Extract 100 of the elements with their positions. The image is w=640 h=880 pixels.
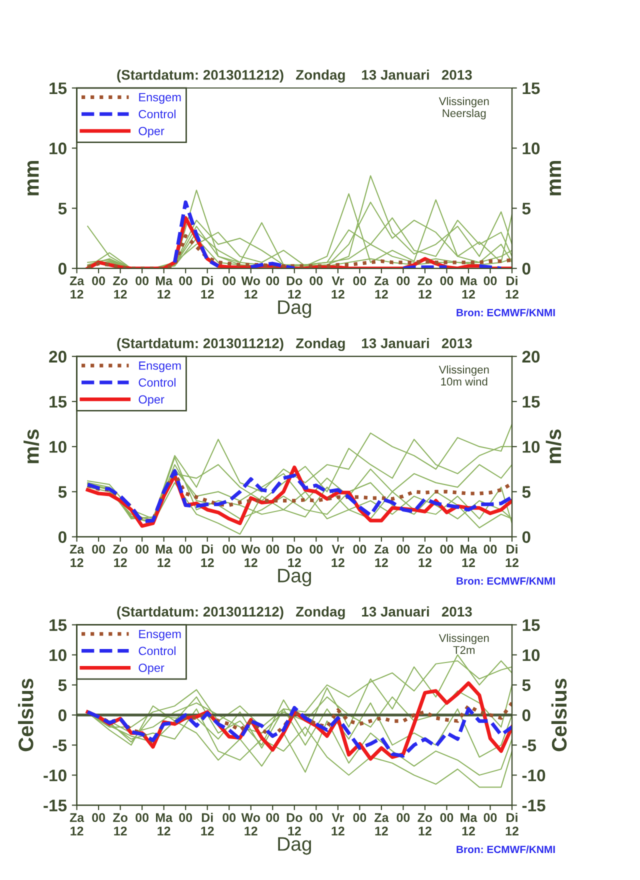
x-tick-label: 00	[484, 544, 497, 554]
x-tick-label: 00	[266, 276, 280, 286]
y2-axis-title: mm	[550, 160, 561, 196]
y-tick-label: 10	[50, 649, 66, 662]
x-tick-label: Ma 12	[156, 544, 173, 567]
x-tick-label: Za 12	[374, 813, 389, 836]
y2-tick-label: 5	[522, 202, 531, 214]
y-tick-label: -10	[44, 770, 66, 782]
y-tick-label: -5	[52, 740, 67, 752]
x-tick-label: 00	[396, 813, 410, 822]
y2-tick-label: 10	[522, 142, 540, 154]
legend-label: Ensgem	[139, 630, 181, 641]
annotation: Vlissingen T2m	[438, 634, 489, 654]
x-tick-label: 00	[179, 544, 192, 554]
x-tick-label: Za 12	[374, 544, 389, 567]
x-tick-label: Do 12	[286, 276, 302, 299]
x-tick-label: Zo 12	[418, 544, 432, 567]
y2-tick-label: 15	[522, 619, 540, 632]
x-tick-label: 00	[440, 544, 454, 554]
legend-label: Oper	[138, 126, 164, 138]
x-tick-label: Di 12	[506, 276, 518, 299]
x-tick-label: 00	[484, 276, 497, 286]
x-tick-label: Di 12	[506, 812, 518, 836]
y2-tick-label: 15	[522, 82, 540, 94]
x-tick-label: Zo 12	[418, 276, 432, 299]
text: Bron: ECMWF/KNMI	[456, 308, 555, 316]
chart-title: (Startdatum: 2013011212) Zondag 13 Januari 2013	[117, 70, 472, 83]
x-tick-label: 00	[92, 276, 105, 286]
legend-label: Control	[138, 646, 176, 656]
y2-tick-label: -5	[522, 740, 536, 752]
x-tick-label: 00	[353, 813, 366, 822]
x-tick-label: 00	[92, 813, 105, 822]
x-tick-label: Vr 12	[332, 813, 344, 836]
x-tick-label: 00	[310, 276, 323, 286]
x-tick-label: 00	[222, 276, 236, 286]
legend-label: Oper	[138, 395, 164, 406]
x-tick-label: Do 12	[286, 813, 302, 836]
y2-tick-label: -10	[522, 770, 546, 782]
y-axis-title: Celsius	[18, 678, 34, 752]
x-tick-label: 00	[353, 276, 366, 286]
x-tick-label: Vr 12	[332, 276, 344, 299]
x-tick-label: 00	[310, 544, 323, 554]
x-tick-label: 00	[440, 813, 454, 822]
x-tick-label: 00	[353, 544, 366, 554]
y2-tick-label: 5	[522, 680, 531, 692]
y2-tick-label: 15	[522, 396, 540, 408]
legend-label: Oper	[138, 664, 164, 674]
text: Bron: ECMWF/KNMI	[456, 845, 555, 854]
legend-label: Control	[138, 110, 176, 118]
x-tick-label: 00	[484, 813, 497, 822]
y2-tick-label: 10	[522, 441, 540, 453]
y2-axis-title: m/s	[546, 430, 562, 464]
x-tick-label: Ma 12	[156, 276, 173, 299]
x-tick-label: Wo 12	[241, 544, 260, 567]
y-tick-label: 5	[58, 680, 67, 692]
y-tick-label: 0	[58, 531, 66, 544]
y-tick-label: -15	[44, 800, 67, 812]
x-axis-title: Dag	[278, 837, 311, 855]
x-tick-label: Ma 12	[460, 276, 478, 299]
x-tick-label: Za 12	[70, 276, 84, 299]
y-axis-title: m/s	[24, 430, 40, 464]
x-tick-label: 00	[136, 544, 149, 554]
annotation: Vlissingen 10m wind	[438, 365, 489, 386]
x-tick-label: 00	[396, 544, 410, 554]
y-tick-label: 15	[50, 619, 67, 632]
x-tick-label: 00	[136, 276, 149, 286]
x-tick-label: 00	[310, 813, 323, 822]
x-tick-label: Wo 12	[241, 276, 260, 299]
y-tick-label: 5	[58, 486, 67, 498]
x-tick-label: 00	[440, 276, 454, 286]
legend-label: Ensgem	[139, 362, 181, 372]
x-tick-label: Ma 12	[460, 813, 478, 836]
x-tick-label: Di 12	[506, 544, 518, 567]
chart-title: (Startdatum: 2013011212) Zondag 13 Januari 2013	[117, 338, 472, 352]
x-tick-label: Do 12	[286, 544, 302, 567]
x-tick-label: Za 12	[70, 813, 84, 836]
y-tick-label: 20	[49, 350, 66, 363]
x-tick-label: 00	[222, 544, 236, 554]
x-tick-label: Zo 12	[113, 276, 128, 299]
legend-label: Ensgem	[139, 93, 181, 104]
x-tick-label: 00	[92, 544, 105, 554]
chart-title: (Startdatum: 2013011212) Zondag 13 Januari 2013	[117, 606, 472, 620]
y-tick-label: 5	[58, 202, 67, 214]
text: Bron: ECMWF/KNMI	[456, 577, 555, 585]
x-tick-label: Zo 12	[113, 813, 128, 836]
x-tick-label: 00	[266, 813, 280, 822]
y2-tick-label: 20	[522, 350, 540, 363]
x-tick-label: Di 12	[201, 544, 214, 567]
x-axis-title: Dag	[278, 568, 311, 586]
y-tick-label: 0	[58, 262, 66, 275]
y2-tick-label: 0	[522, 262, 530, 275]
x-tick-label: Di 12	[201, 276, 214, 299]
y-tick-label: 10	[50, 142, 66, 154]
y2-tick-label: 5	[522, 486, 531, 498]
x-tick-label: Za 12	[70, 544, 84, 567]
x-tick-label: 00	[266, 544, 280, 554]
legend-label: Control	[138, 378, 176, 387]
y2-tick-label: 0	[522, 709, 530, 722]
y-tick-label: 15	[50, 396, 67, 408]
x-tick-label: Vr 12	[332, 544, 344, 567]
